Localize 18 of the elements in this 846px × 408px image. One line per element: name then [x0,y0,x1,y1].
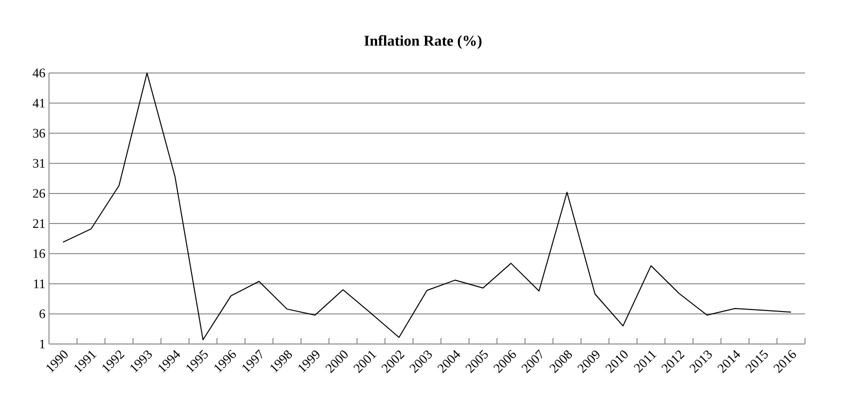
x-tick-label: 1991 [74,350,97,373]
y-tick-label: 36 [33,128,46,138]
y-tick-label: 1 [40,340,45,348]
y-tick-label: 26 [33,189,46,198]
x-tick-label: 1990 [46,350,68,373]
y-tick-label: 46 [32,68,46,78]
y-tick-label: 11 [34,279,45,288]
chart-title: Inflation Rate (%) [364,35,482,49]
y-tick-label: 31 [33,158,45,168]
x-tick-label: 1992 [102,350,125,373]
y-tick-label: 21 [33,219,45,228]
x-tick-label: 1999 [298,350,320,373]
y-tick-label: 6 [40,310,46,318]
x-tick-label: 2001 [353,350,377,374]
line-series [62,72,792,340]
y-tick-label: 41 [32,98,45,108]
x-tick-label: 1993 [130,350,152,373]
y-tick-label: 16 [34,249,46,258]
